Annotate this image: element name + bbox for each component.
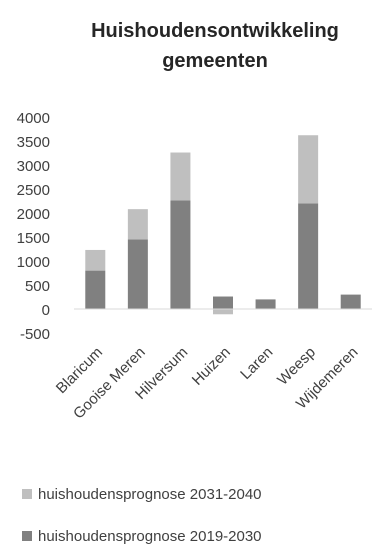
legend-label-2031-2040: huishoudensprognose 2031-2040 bbox=[38, 485, 262, 503]
y-tick-label: 0 bbox=[42, 302, 50, 319]
bar-weesp-series-1 bbox=[298, 203, 319, 309]
y-tick-label: 3500 bbox=[17, 134, 50, 151]
bar-wijdemeren-series-1 bbox=[340, 294, 361, 309]
y-tick-label: 4000 bbox=[17, 110, 50, 127]
bars bbox=[85, 135, 361, 315]
bar-gooise-meren-series-1 bbox=[127, 239, 148, 309]
chart-title: Huishoudensontwikkeling gemeenten bbox=[50, 16, 380, 76]
y-tick-label: 3000 bbox=[17, 158, 50, 175]
x-tick-label: Laren bbox=[237, 344, 276, 383]
legend-item-2019-2030: huishoudensprognose 2019-2030 bbox=[22, 526, 262, 546]
bar-hilversum-series-2 bbox=[170, 152, 191, 201]
legend-label-2019-2030: huishoudensprognose 2019-2030 bbox=[38, 527, 262, 545]
bar-hilversum-series-1 bbox=[170, 200, 191, 309]
bar-huizen-series-1 bbox=[213, 296, 233, 309]
legend-swatch-2031-2040 bbox=[22, 489, 32, 499]
bar-gooise-meren-series-2 bbox=[127, 209, 148, 240]
bar-blaricum-series-2 bbox=[85, 249, 106, 271]
x-tick-label: Huizen bbox=[189, 344, 234, 389]
y-tick-label: 1500 bbox=[17, 230, 50, 247]
bar-laren-series-1 bbox=[255, 299, 276, 309]
bar-huizen-series-2 bbox=[213, 309, 233, 315]
legend-item-2031-2040: huishoudensprognose 2031-2040 bbox=[22, 484, 262, 504]
y-tick-label: -500 bbox=[20, 326, 50, 343]
chart-title-line1: Huishoudensontwikkeling bbox=[91, 20, 339, 42]
chart-title-line2: gemeenten bbox=[162, 50, 268, 72]
bar-weesp-series-2 bbox=[298, 135, 319, 204]
y-tick-label: 500 bbox=[25, 278, 50, 295]
y-tick-label: 2500 bbox=[17, 182, 50, 199]
legend-swatch-2019-2030 bbox=[22, 531, 32, 541]
y-tick-label: 2000 bbox=[17, 206, 50, 223]
y-tick-label: 1000 bbox=[17, 254, 50, 271]
y-axis-ticks: 4000 3500 3000 2500 2000 1500 1000 500 0 -500 bbox=[17, 110, 50, 343]
bar-blaricum-series-1 bbox=[85, 270, 106, 309]
